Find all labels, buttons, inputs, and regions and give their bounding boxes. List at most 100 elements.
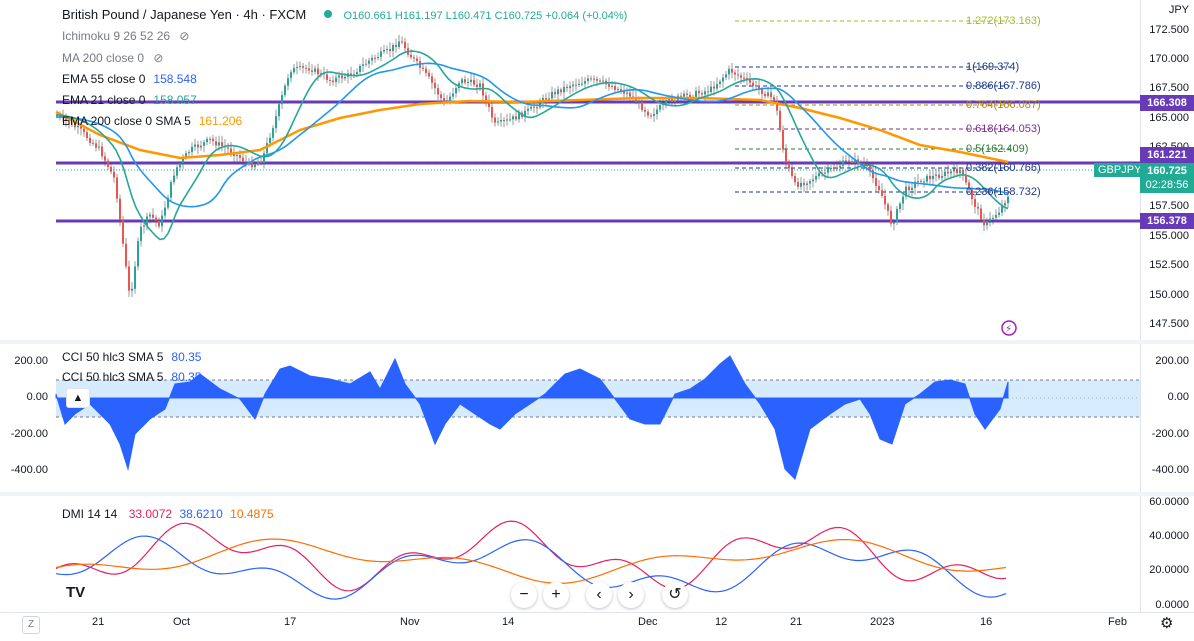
cci-legend-2[interactable]: CCI 50 hlc3 SMA 5 80.35 bbox=[62, 370, 202, 384]
candle-body bbox=[806, 183, 808, 185]
candle-body bbox=[317, 68, 319, 75]
candle-body bbox=[977, 206, 979, 209]
indicator-ma200[interactable]: MA 200 close 0 ⊘ bbox=[62, 51, 164, 65]
cci-legend-1[interactable]: CCI 50 hlc3 SMA 5 80.35 bbox=[62, 350, 202, 364]
candle-body bbox=[704, 91, 706, 95]
candle-body bbox=[260, 161, 262, 164]
candle-body bbox=[506, 119, 508, 121]
candle-body bbox=[701, 93, 703, 95]
candle-body bbox=[818, 173, 820, 177]
candle-body bbox=[86, 132, 88, 139]
candle-body bbox=[545, 98, 547, 100]
candle-body bbox=[404, 41, 406, 49]
indicator-ema21[interactable]: EMA 21 close 0 158.057 bbox=[62, 93, 197, 107]
fib-label: 1(169.374) bbox=[966, 61, 1020, 73]
collapse-legend-button[interactable]: ▲ bbox=[66, 388, 90, 408]
candle-body bbox=[974, 199, 976, 207]
candle-body bbox=[476, 84, 478, 88]
candle-body bbox=[953, 168, 955, 172]
candle-body bbox=[77, 126, 79, 128]
candle-body bbox=[467, 81, 469, 83]
candle-body bbox=[716, 84, 718, 89]
hidden-eye-icon[interactable]: ⊘ bbox=[153, 51, 164, 65]
symbol-badge[interactable]: GBPJPY bbox=[1094, 163, 1146, 177]
candle-body bbox=[812, 179, 814, 182]
cci-axis[interactable]: 200.00 0.00 -200.00 -400.00 bbox=[1140, 344, 1194, 492]
candle-body bbox=[971, 189, 973, 200]
candle-body bbox=[470, 79, 472, 82]
candle-body bbox=[611, 86, 613, 88]
pane-separator[interactable] bbox=[0, 492, 1194, 496]
candle-body bbox=[809, 181, 811, 184]
candle-body bbox=[140, 226, 142, 242]
candle-body bbox=[209, 138, 211, 140]
candle-body bbox=[149, 214, 151, 217]
candle-body bbox=[1001, 205, 1003, 213]
candle-body bbox=[80, 126, 82, 129]
candle-body bbox=[275, 116, 277, 129]
candle-body bbox=[257, 161, 259, 164]
candle-body bbox=[635, 97, 637, 103]
candle-body bbox=[881, 190, 883, 196]
tradingview-logo[interactable]: TV bbox=[66, 584, 86, 601]
candle-body bbox=[863, 163, 865, 165]
candle-body bbox=[911, 187, 913, 191]
candle-body bbox=[1004, 203, 1006, 206]
candle-body bbox=[272, 128, 274, 138]
price-pane[interactable]: ⚡ British Pound / Japanese Yen · 4h · FX… bbox=[0, 0, 1146, 340]
fib-label: 1.272(173.163) bbox=[966, 15, 1041, 27]
candle-body bbox=[650, 115, 652, 117]
scroll-right-button[interactable]: › bbox=[618, 582, 644, 608]
candle-body bbox=[110, 166, 112, 172]
candle-body bbox=[665, 100, 667, 104]
candle-body bbox=[449, 96, 451, 102]
candle-body bbox=[311, 70, 313, 72]
cci-pane[interactable]: CCI 50 hlc3 SMA 5 80.35 CCI 50 hlc3 SMA 5… bbox=[0, 344, 1140, 492]
currency-label[interactable]: JPY bbox=[1168, 4, 1189, 16]
indicator-ema200[interactable]: EMA 200 close 0 SMA 5 161.206 bbox=[62, 114, 243, 128]
zoom-out-button[interactable]: − bbox=[511, 582, 537, 608]
indicator-ichimoku[interactable]: Ichimoku 9 26 52 26 ⊘ bbox=[62, 29, 190, 43]
symbol-title[interactable]: British Pound / Japanese Yen · 4h · FXCM bbox=[62, 7, 307, 22]
settings-gear-icon[interactable]: ⚙ bbox=[1160, 615, 1174, 632]
dmi-legend[interactable]: DMI 14 14 33.0072 38.6210 10.4875 bbox=[62, 507, 274, 521]
candle-body bbox=[107, 160, 109, 167]
pane-separator[interactable] bbox=[0, 340, 1194, 344]
candle-body bbox=[515, 116, 517, 120]
scroll-left-button[interactable]: ‹ bbox=[586, 582, 612, 608]
candle-body bbox=[530, 106, 532, 109]
candle-body bbox=[59, 115, 61, 117]
candle-body bbox=[902, 196, 904, 204]
candle-body bbox=[386, 49, 388, 51]
candle-body bbox=[425, 68, 427, 73]
zoom-in-button[interactable]: + bbox=[543, 582, 569, 608]
candle-body bbox=[779, 110, 781, 130]
candle-body bbox=[986, 220, 988, 226]
symbol-header[interactable]: British Pound / Japanese Yen · 4h · FXCM… bbox=[62, 8, 627, 23]
candle-body bbox=[296, 67, 298, 69]
candle-body bbox=[428, 72, 430, 77]
dmi-pane[interactable]: DMI 14 14 33.0072 38.6210 10.4875 TV − +… bbox=[0, 496, 1140, 612]
candle-body bbox=[155, 217, 157, 221]
reset-chart-button[interactable]: ↺ bbox=[662, 582, 688, 608]
dmi-axis[interactable]: 60.0000 40.0000 20.0000 0.0000 bbox=[1140, 496, 1194, 612]
candle-body bbox=[242, 157, 244, 162]
candle-body bbox=[332, 80, 334, 83]
candle-body bbox=[416, 58, 418, 62]
candle-body bbox=[326, 74, 328, 80]
candle-body bbox=[71, 123, 73, 125]
candle-body bbox=[608, 84, 610, 87]
time-label: 2023 bbox=[870, 616, 895, 628]
candle-body bbox=[761, 89, 763, 94]
indicator-ema55[interactable]: EMA 55 close 0 158.548 bbox=[62, 72, 197, 86]
timezone-button[interactable]: Z bbox=[22, 616, 40, 634]
ohlc-values: O160.661 H161.197 L160.471 C160.725 +0.0… bbox=[343, 10, 628, 22]
candle-body bbox=[293, 67, 295, 73]
candle-body bbox=[557, 89, 559, 95]
candle-body bbox=[527, 108, 529, 111]
candle-body bbox=[452, 93, 454, 97]
time-axis[interactable] bbox=[0, 612, 1194, 641]
candle-body bbox=[203, 142, 205, 146]
candle-body bbox=[686, 93, 688, 95]
hidden-eye-icon[interactable]: ⊘ bbox=[179, 29, 190, 43]
